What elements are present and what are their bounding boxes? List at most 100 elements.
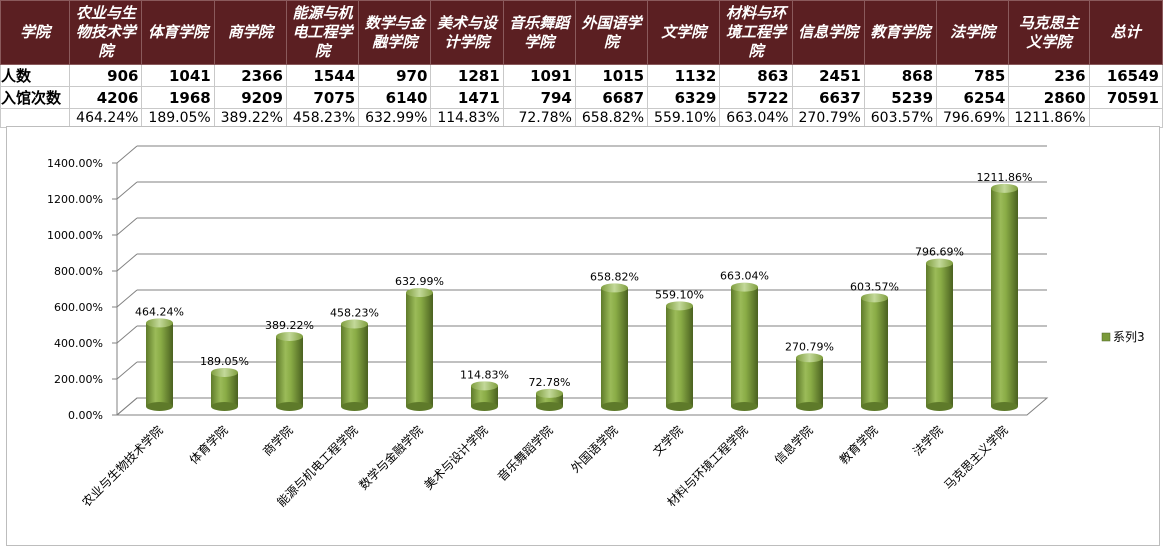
bar[interactable]: [146, 318, 173, 411]
bar-body: [861, 297, 888, 407]
header-cell[interactable]: 法学院: [936, 0, 1010, 65]
gridline-depth: [116, 217, 138, 236]
table-cell[interactable]: 1544: [285, 64, 360, 87]
table-cell[interactable]: 1132: [647, 64, 721, 87]
bar-top: [666, 301, 693, 311]
bar[interactable]: [666, 301, 693, 411]
table-cell[interactable]: 2366: [213, 64, 287, 87]
table-cell[interactable]: 6687: [574, 86, 649, 109]
table-cell[interactable]: 70591: [1088, 86, 1164, 109]
table-cell[interactable]: 270.79%: [791, 108, 865, 128]
table-cell[interactable]: 236: [1008, 64, 1090, 87]
table-cell[interactable]: 9209: [213, 86, 287, 109]
row-label[interactable]: 入馆次数: [0, 86, 71, 109]
header-cell[interactable]: 信息学院: [791, 0, 865, 65]
table-cell[interactable]: 458.23%: [285, 108, 360, 128]
table-cell[interactable]: 72.78%: [502, 108, 576, 128]
bar[interactable]: [211, 367, 238, 411]
gridline-depth: [116, 253, 138, 272]
table-cell[interactable]: 6637: [791, 86, 865, 109]
table-cell[interactable]: 1471: [430, 86, 504, 109]
bar[interactable]: [471, 381, 498, 411]
bar[interactable]: [601, 283, 628, 411]
table-cell[interactable]: 794: [502, 86, 576, 109]
table-cell[interactable]: 796.69%: [936, 108, 1010, 128]
data-label: 1211.86%: [977, 171, 1033, 184]
header-cell[interactable]: 体育学院: [141, 0, 215, 65]
chart-container[interactable]: 0.00% 200.00% 400.00% 600.00% 800.00% 1000.00…: [6, 126, 1160, 546]
table-cell[interactable]: 6329: [647, 86, 721, 109]
header-cell[interactable]: 学院: [0, 0, 71, 65]
table-cell[interactable]: 1211.86%: [1008, 108, 1090, 128]
header-cell[interactable]: 音乐舞蹈学院: [502, 0, 576, 65]
bar-body: [341, 324, 368, 407]
table-cell[interactable]: 2451: [791, 64, 865, 87]
table-cell[interactable]: 1968: [141, 86, 215, 109]
bar-body: [406, 292, 433, 407]
table-cell[interactable]: 632.99%: [358, 108, 432, 128]
table-cell[interactable]: 1015: [574, 64, 649, 87]
bar[interactable]: [861, 293, 888, 411]
table-cell[interactable]: 559.10%: [647, 108, 721, 128]
bar-top: [991, 183, 1018, 193]
bar-base: [276, 402, 303, 411]
bar[interactable]: [536, 388, 563, 411]
table-cell[interactable]: 663.04%: [719, 108, 793, 128]
table-cell[interactable]: 603.57%: [863, 108, 938, 128]
table-cell[interactable]: 785: [936, 64, 1010, 87]
header-cell[interactable]: 总计: [1088, 0, 1164, 65]
y-tick-label: 600.00%: [54, 301, 103, 314]
bar[interactable]: [796, 353, 823, 411]
row-label[interactable]: 人数: [0, 64, 71, 87]
row-label[interactable]: [0, 108, 71, 128]
table-cell[interactable]: 189.05%: [141, 108, 215, 128]
table-cell[interactable]: [1088, 108, 1164, 128]
header-cell[interactable]: 马克思主义学院: [1008, 0, 1090, 65]
header-cell[interactable]: 外国语学院: [574, 0, 649, 65]
bar[interactable]: [926, 258, 953, 411]
table-cell[interactable]: 1281: [430, 64, 504, 87]
table-cell[interactable]: 389.22%: [213, 108, 287, 128]
bar[interactable]: [731, 282, 758, 411]
gridline-depth: [116, 289, 138, 308]
table-cell[interactable]: 6254: [936, 86, 1010, 109]
x-tick-label: 美术与设计学院: [421, 423, 491, 493]
bar-body: [471, 385, 498, 407]
table-cell[interactable]: 16549: [1088, 64, 1164, 87]
header-cell[interactable]: 材料与环境工程学院: [719, 0, 793, 65]
header-cell[interactable]: 美术与设计学院: [430, 0, 504, 65]
table-cell[interactable]: 906: [69, 64, 143, 87]
table-cell[interactable]: 114.83%: [430, 108, 504, 128]
gridline-depth: [116, 397, 138, 416]
data-label: 658.82%: [590, 270, 639, 283]
table-cell[interactable]: 464.24%: [69, 108, 143, 128]
table-cell[interactable]: 970: [358, 64, 432, 87]
table-cell[interactable]: 7075: [285, 86, 360, 109]
header-cell[interactable]: 教育学院: [863, 0, 938, 65]
table-cell[interactable]: 1091: [502, 64, 576, 87]
header-cell[interactable]: 农业与生物技术学院: [69, 0, 143, 65]
header-cell[interactable]: 文学院: [647, 0, 721, 65]
bar[interactable]: [406, 288, 433, 411]
table-cell[interactable]: 6140: [358, 86, 432, 109]
bar-base: [601, 402, 628, 411]
table-cell[interactable]: 863: [719, 64, 793, 87]
table-cell[interactable]: 2860: [1008, 86, 1090, 109]
bar-top: [276, 331, 303, 341]
header-cell[interactable]: 商学院: [213, 0, 287, 65]
y-tick-label: 1000.00%: [47, 229, 103, 242]
bar[interactable]: [991, 183, 1018, 411]
table-cell[interactable]: 5239: [863, 86, 938, 109]
table-cell[interactable]: 658.82%: [574, 108, 649, 128]
data-label: 464.24%: [135, 305, 184, 318]
table-cell[interactable]: 868: [863, 64, 938, 87]
header-cell[interactable]: 数学与金融学院: [358, 0, 432, 65]
bar[interactable]: [341, 319, 368, 411]
legend-label: 系列3: [1113, 330, 1145, 344]
bar[interactable]: [276, 331, 303, 411]
data-label: 796.69%: [915, 246, 964, 259]
table-cell[interactable]: 5722: [719, 86, 793, 109]
table-cell[interactable]: 1041: [141, 64, 215, 87]
header-cell[interactable]: 能源与机电工程学院: [285, 0, 360, 65]
table-cell[interactable]: 4206: [69, 86, 143, 109]
